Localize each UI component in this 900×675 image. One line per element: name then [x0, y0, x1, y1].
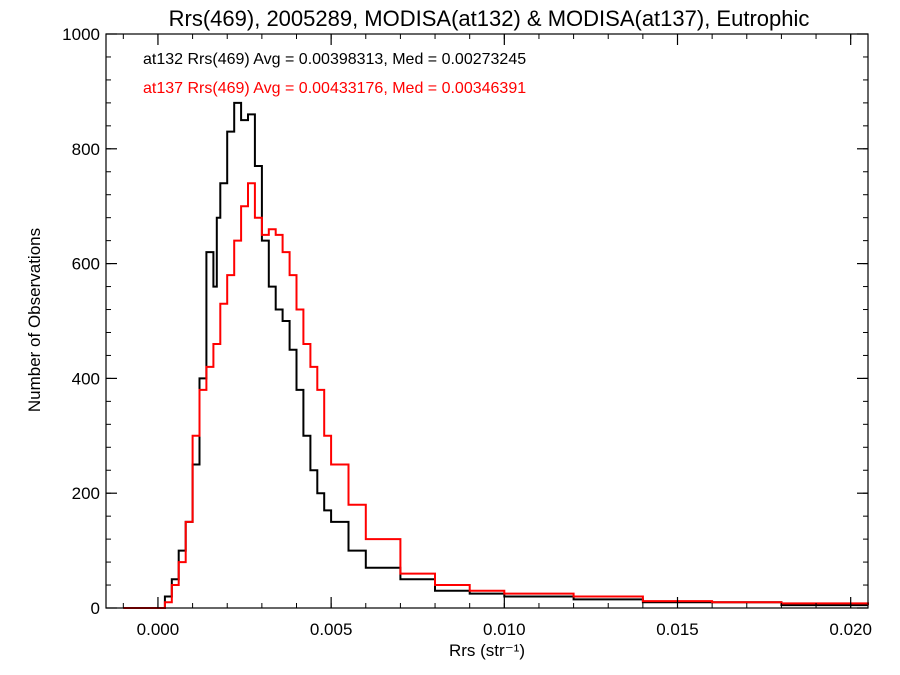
y-tick-label: 800	[72, 140, 100, 159]
series-line-at132	[123, 101, 868, 609]
x-tick-label: 0.020	[829, 620, 872, 639]
legend-entry-at137: at137 Rrs(469) Avg = 0.00433176, Med = 0…	[143, 80, 526, 97]
y-tick-label: 1000	[62, 25, 100, 44]
y-axis-label: Number of Observations	[25, 228, 44, 412]
x-axis-label: Rrs (str⁻¹)	[449, 641, 525, 660]
y-tick-label: 600	[72, 255, 100, 274]
y-tick-label: 200	[72, 484, 100, 503]
chart-title: Rrs(469), 2005289, MODISA(at132) & MODIS…	[169, 6, 810, 31]
axes-layer: 0.000 0.005 0.010 0.015 0.020 0 200 400 600 800 10…	[62, 25, 872, 639]
series-layer	[123, 101, 869, 609]
x-tick-label: 0.015	[656, 620, 699, 639]
plot-frame	[105, 33, 869, 609]
series-line-at137	[123, 182, 869, 609]
x-tick-label: 0.000	[137, 620, 180, 639]
y-tick-label: 0	[91, 599, 100, 618]
x-tick-label: 0.010	[483, 620, 526, 639]
y-tick-label: 400	[72, 369, 100, 388]
x-tick-label: 0.005	[310, 620, 353, 639]
legend-entry-at132: at132 Rrs(469) Avg = 0.00398313, Med = 0…	[143, 51, 526, 68]
legend: at132 Rrs(469) Avg = 0.00398313, Med = 0…	[143, 51, 526, 97]
